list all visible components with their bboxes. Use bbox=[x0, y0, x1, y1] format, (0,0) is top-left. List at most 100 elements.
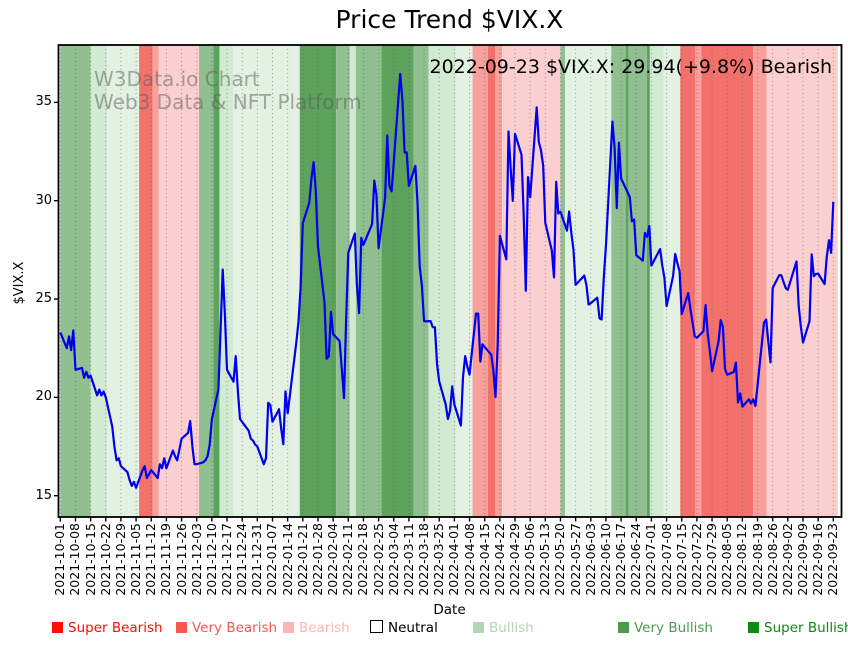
legend-item-very-bearish: Very Bearish bbox=[176, 620, 277, 636]
x-tick-label: 2021-10-22 bbox=[97, 523, 113, 596]
legend-item-very-bullish: Very Bullish bbox=[618, 620, 713, 636]
x-tick-label: 2022-05-27 bbox=[567, 523, 583, 596]
legend-swatch-icon bbox=[52, 622, 63, 633]
x-tick-label: 2022-09-02 bbox=[779, 523, 795, 596]
legend-item-super-bearish: Super Bearish bbox=[52, 620, 163, 636]
x-tick-label: 2022-03-04 bbox=[385, 523, 401, 596]
sentiment-band-super-bearish bbox=[680, 45, 696, 517]
chart-title: Price Trend $VIX.X bbox=[335, 5, 564, 34]
x-tick-label: 2021-10-29 bbox=[112, 523, 128, 596]
sentiment-band-bearish bbox=[502, 45, 561, 517]
x-tick-label: 2022-03-11 bbox=[400, 523, 416, 596]
legend-label: Super Bullish bbox=[764, 620, 848, 636]
legend-swatch-icon bbox=[748, 622, 759, 633]
sentiment-band-bullish bbox=[649, 45, 664, 517]
sentiment-band-very-bearish bbox=[472, 45, 488, 517]
watermark: W3Data.io Chart Web3 Data & NFT Platform bbox=[94, 68, 362, 114]
y-tick-label: 20 bbox=[35, 389, 52, 405]
x-tick-label: 2021-12-03 bbox=[188, 523, 204, 596]
x-tick-label: 2021-10-15 bbox=[82, 523, 98, 596]
y-tick-label: 35 bbox=[35, 94, 52, 110]
x-tick-label: 2022-02-18 bbox=[355, 523, 371, 596]
legend-item-super-bullish: Super Bullish bbox=[748, 620, 848, 636]
x-tick-label: 2022-03-25 bbox=[431, 523, 447, 596]
legend-swatch-icon bbox=[473, 622, 484, 633]
x-tick-label: 2022-08-26 bbox=[764, 523, 780, 596]
sentiment-band-very-bearish bbox=[752, 45, 767, 517]
latest-value-annotation: 2022-09-23 $VIX.X: 29.94(+9.8%) Bearish bbox=[429, 56, 832, 78]
x-tick-label: 2021-10-01 bbox=[52, 523, 68, 596]
x-tick-label: 2022-01-07 bbox=[264, 523, 280, 596]
x-tick-label: 2022-03-18 bbox=[416, 523, 432, 596]
sentiment-band-bullish bbox=[428, 45, 456, 517]
x-tick-label: 2022-08-19 bbox=[749, 523, 765, 596]
watermark-line2: Web3 Data & NFT Platform bbox=[94, 90, 362, 114]
x-tick-label: 2021-12-24 bbox=[234, 523, 250, 596]
sentiment-band-super-bullish bbox=[213, 45, 220, 517]
x-tick-label: 2022-05-20 bbox=[552, 523, 568, 596]
x-tick-label: 2021-11-12 bbox=[143, 523, 159, 596]
x-tick-label: 2021-11-19 bbox=[158, 523, 174, 596]
legend-swatch-icon bbox=[618, 622, 629, 633]
x-tick-label: 2021-12-17 bbox=[219, 523, 235, 596]
x-tick-label: 2022-06-03 bbox=[582, 523, 598, 596]
x-tick-label: 2022-09-09 bbox=[794, 523, 810, 596]
y-tick-label: 25 bbox=[35, 291, 52, 307]
plot-border bbox=[57, 44, 843, 518]
y-tick-label: 30 bbox=[35, 192, 52, 208]
legend-swatch-icon bbox=[370, 620, 383, 633]
x-tick-label: 2022-01-21 bbox=[294, 523, 310, 596]
x-tick-label: 2022-02-11 bbox=[340, 523, 356, 596]
x-tick-label: 2022-04-15 bbox=[476, 523, 492, 596]
x-tick-label: 2021-11-26 bbox=[173, 523, 189, 596]
sentiment-band-bullish bbox=[219, 45, 234, 517]
sentiment-band-super-bullish bbox=[625, 45, 629, 517]
x-tick-label: 2021-12-10 bbox=[203, 523, 219, 596]
sentiment-band-very-bearish bbox=[695, 45, 702, 517]
legend-item-neutral: Neutral bbox=[370, 620, 438, 636]
sentiment-band-very-bullish bbox=[198, 45, 214, 517]
x-tick-label: 2022-07-01 bbox=[643, 523, 659, 596]
sentiment-band-very-bullish bbox=[560, 45, 566, 517]
legend-item-bearish: Bearish bbox=[283, 620, 350, 636]
x-tick-label: 2022-02-04 bbox=[325, 523, 341, 596]
x-tick-label: 2022-02-25 bbox=[370, 523, 386, 596]
sentiment-band-very-bullish bbox=[628, 45, 647, 517]
x-tick-label: 2022-08-12 bbox=[734, 523, 750, 596]
sentiment-band-bearish bbox=[766, 45, 838, 517]
legend-label: Very Bearish bbox=[192, 620, 278, 636]
price-line bbox=[59, 72, 835, 489]
x-tick-label: 2022-01-14 bbox=[279, 523, 295, 596]
sentiment-band-bullish bbox=[455, 45, 473, 517]
y-tick-label: 15 bbox=[35, 487, 52, 503]
sentiment-band-very-bearish bbox=[152, 45, 159, 517]
legend-swatch-icon bbox=[176, 622, 187, 633]
legend-swatch-icon bbox=[283, 622, 294, 633]
x-tick-label: 2021-10-08 bbox=[67, 523, 83, 596]
legend-item-bullish: Bullish bbox=[473, 620, 534, 636]
x-tick-label: 2022-06-17 bbox=[613, 523, 629, 596]
x-tick-label: 2021-11-05 bbox=[128, 523, 144, 596]
x-tick-label: 2022-09-23 bbox=[825, 523, 841, 596]
x-tick-label: 2022-05-06 bbox=[522, 523, 538, 596]
watermark-line1: W3Data.io Chart bbox=[94, 67, 260, 91]
x-tick-label: 2022-07-08 bbox=[658, 523, 674, 596]
x-tick-label: 2022-04-22 bbox=[491, 523, 507, 596]
legend-label: Bullish bbox=[489, 620, 534, 636]
sentiment-band-very-bullish bbox=[611, 45, 626, 517]
x-tick-label: 2022-01-28 bbox=[309, 523, 325, 596]
x-tick-label: 2022-04-08 bbox=[461, 523, 477, 596]
x-tick-label: 2022-04-01 bbox=[446, 523, 462, 596]
x-tick-label: 2022-06-24 bbox=[628, 523, 644, 596]
legend-label: Super Bearish bbox=[68, 620, 163, 636]
sentiment-band-bullish bbox=[90, 45, 108, 517]
x-tick-label: 2022-07-29 bbox=[704, 523, 720, 596]
sentiment-band-super-bearish bbox=[487, 45, 496, 517]
x-tick-label: 2022-04-29 bbox=[507, 523, 522, 596]
x-tick-label: 2022-09-16 bbox=[810, 523, 826, 596]
x-tick-label: 2022-07-15 bbox=[673, 523, 689, 596]
legend-label: Neutral bbox=[388, 620, 438, 636]
sentiment-band-bullish bbox=[107, 45, 140, 517]
